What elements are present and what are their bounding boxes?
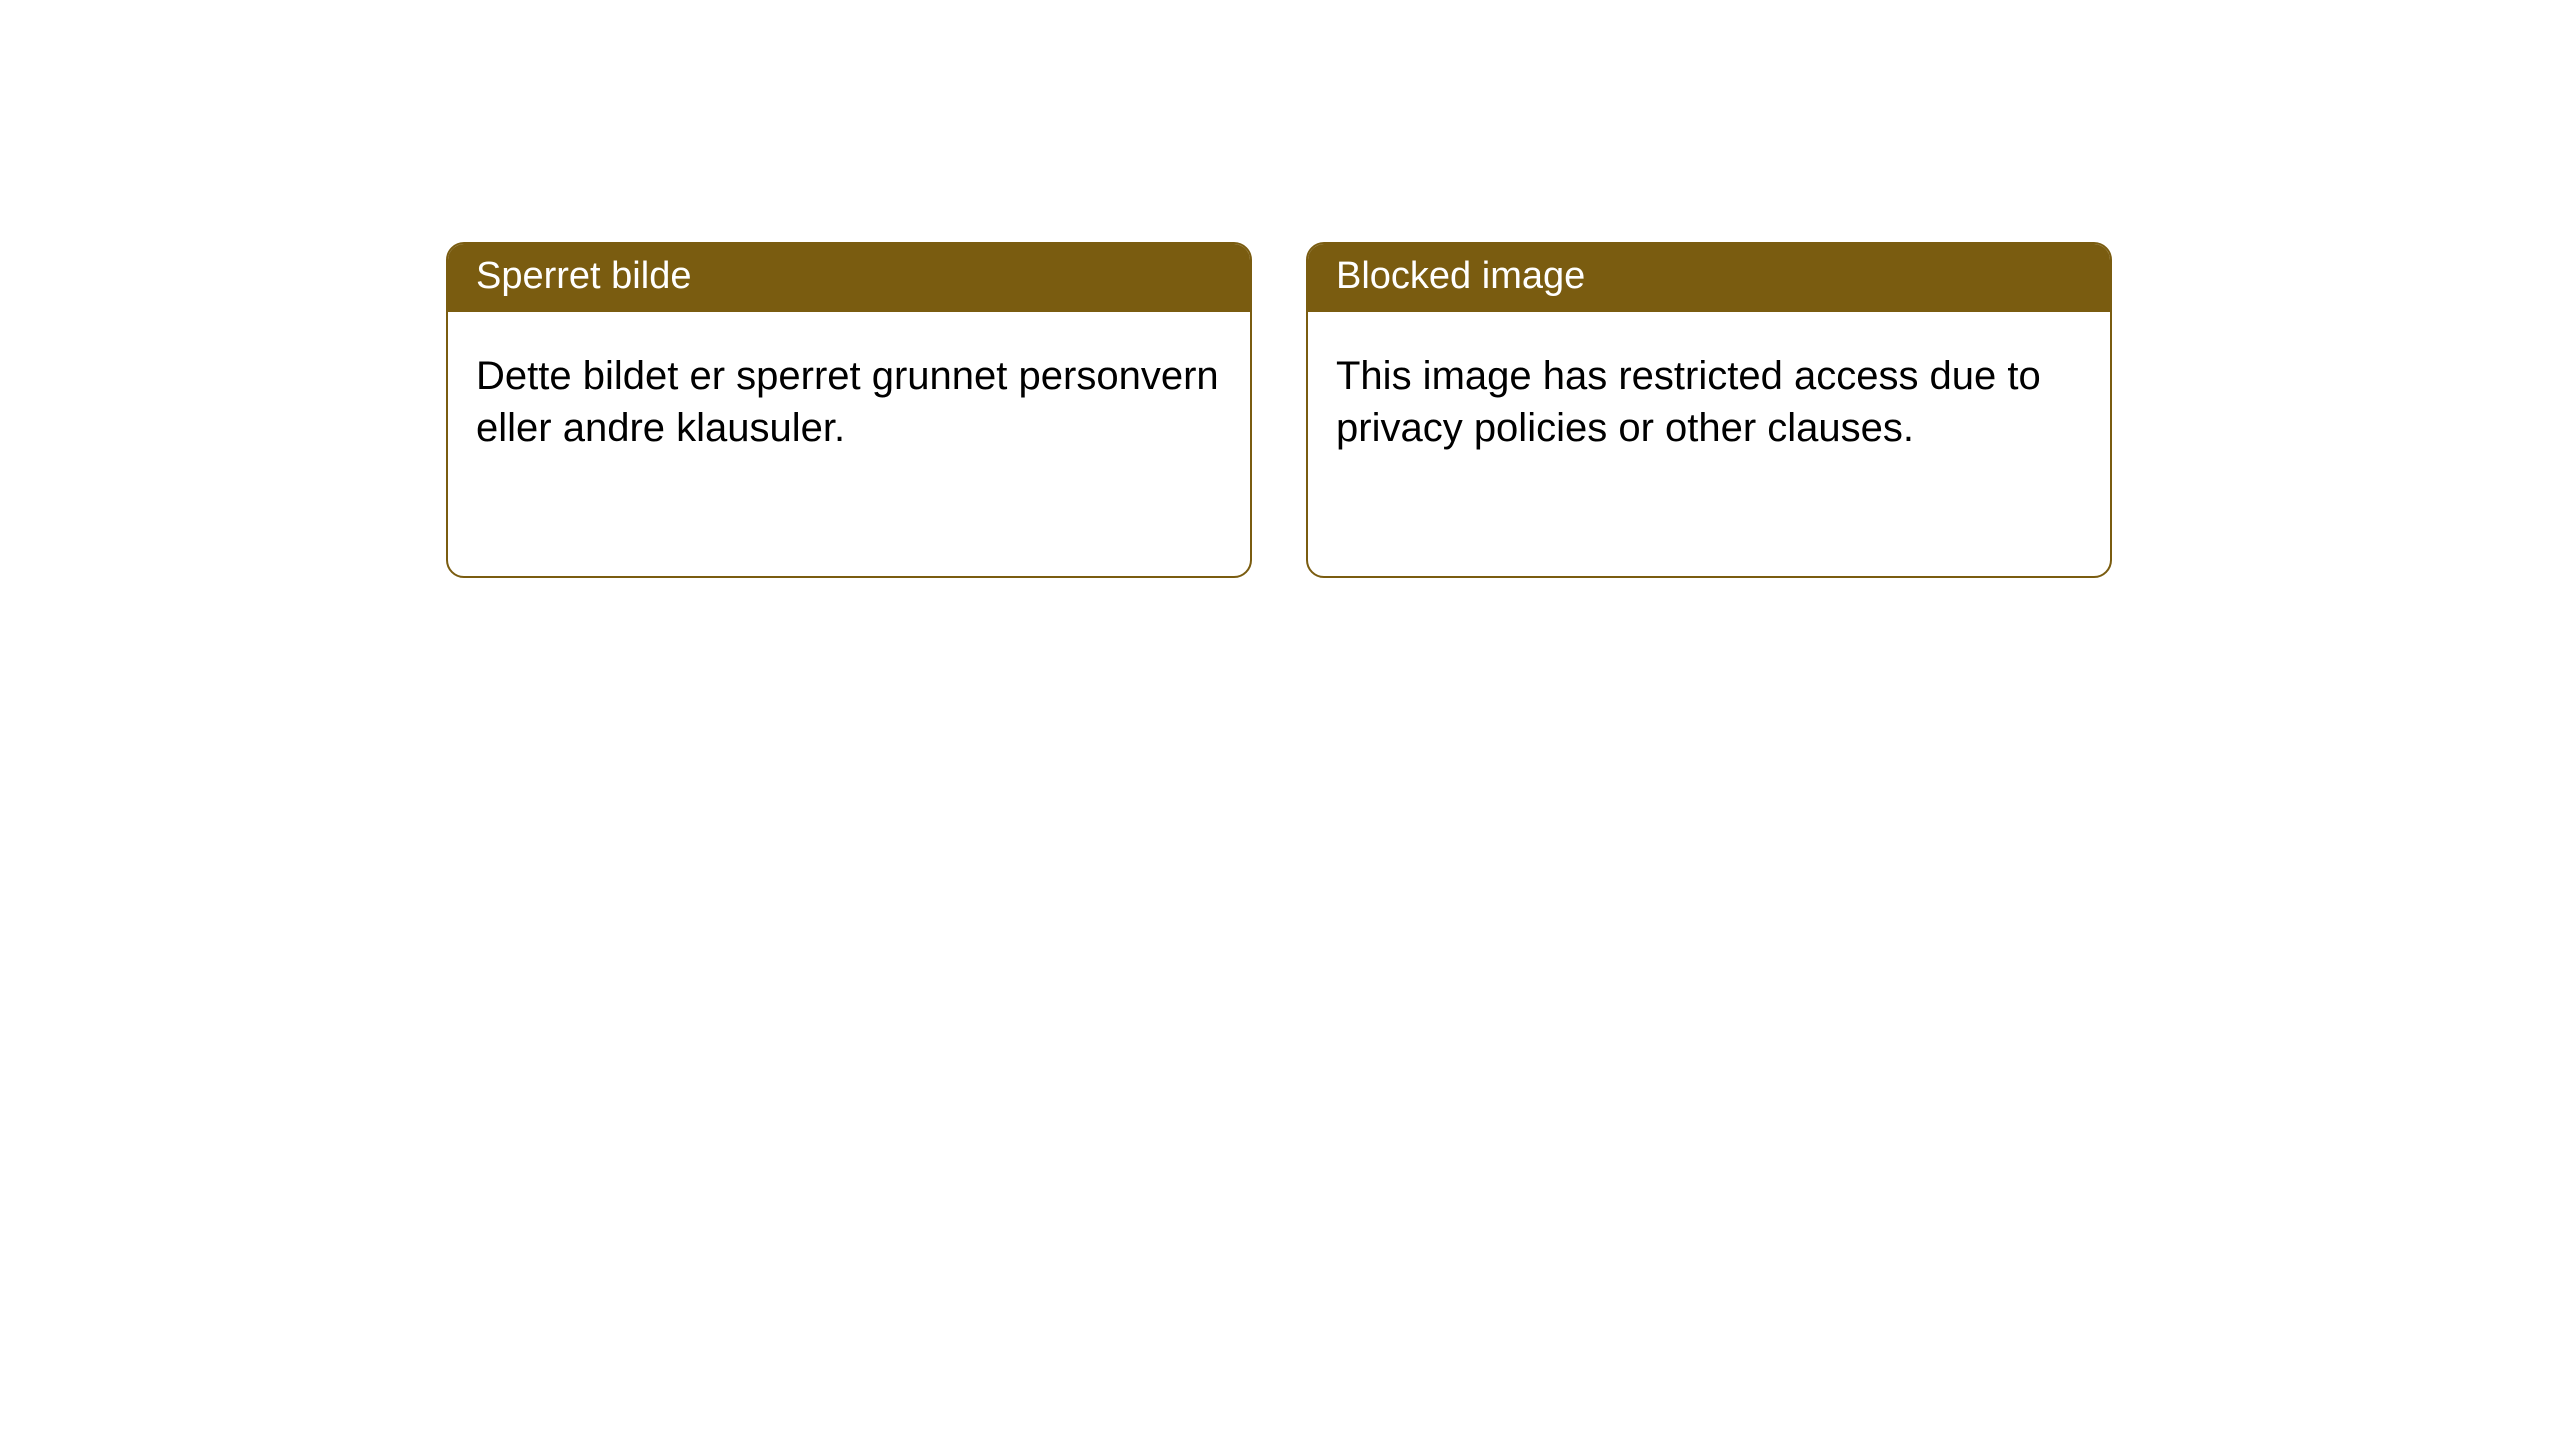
blocked-image-card-no: Sperret bilde Dette bildet er sperret gr… [446, 242, 1252, 578]
card-header-en: Blocked image [1308, 244, 2110, 312]
blocked-image-card-en: Blocked image This image has restricted … [1306, 242, 2112, 578]
blocked-image-cards: Sperret bilde Dette bildet er sperret gr… [446, 242, 2560, 578]
card-body-no: Dette bildet er sperret grunnet personve… [448, 312, 1250, 492]
card-header-no: Sperret bilde [448, 244, 1250, 312]
card-body-en: This image has restricted access due to … [1308, 312, 2110, 492]
